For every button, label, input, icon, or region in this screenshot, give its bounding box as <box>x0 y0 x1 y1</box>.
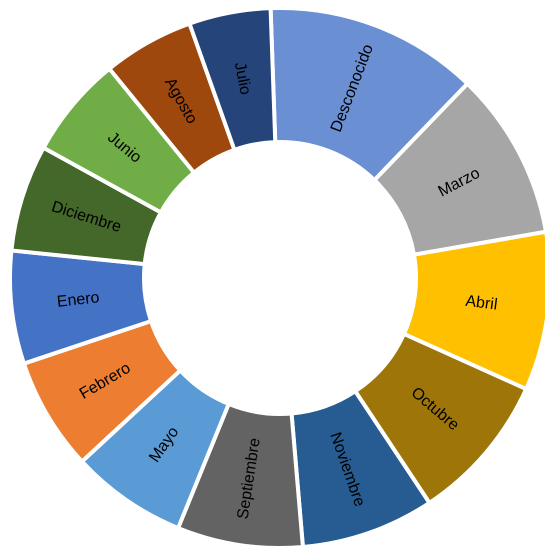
donut-slices <box>8 6 545 550</box>
slice-label-julio: Julio <box>231 61 254 97</box>
slice-marzo <box>371 80 545 258</box>
slice-julio <box>186 6 278 153</box>
slice-label-abril: Abril <box>464 293 498 314</box>
slice-label-enero: Enero <box>56 289 100 311</box>
